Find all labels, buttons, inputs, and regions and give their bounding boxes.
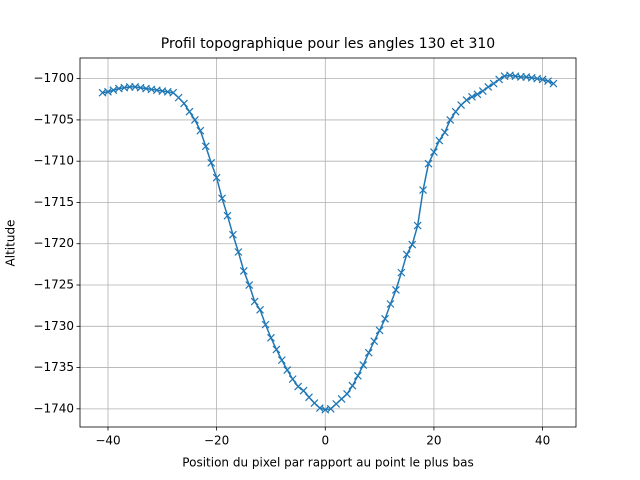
marker (234, 248, 243, 256)
marker (223, 211, 232, 220)
marker (473, 90, 482, 99)
x-tick-label: −20 (204, 434, 229, 448)
marker (484, 82, 493, 91)
y-tick-label: −1730 (33, 319, 74, 333)
x-tick-label: 40 (535, 434, 550, 448)
marker (267, 333, 275, 342)
marker (348, 381, 357, 390)
marker (430, 148, 438, 157)
marker (375, 326, 384, 335)
marker (408, 240, 417, 249)
marker (185, 107, 194, 116)
marker (381, 314, 389, 323)
line (102, 74, 554, 411)
y-axis-label: Altitude (4, 220, 18, 267)
marker (359, 361, 368, 370)
marker (261, 320, 270, 329)
marker (397, 268, 406, 277)
marker (218, 194, 226, 203)
marker (239, 267, 248, 275)
y-tick-label: −1710 (33, 154, 74, 168)
marker (386, 300, 395, 308)
marker (201, 142, 210, 151)
x-tick-label: −40 (95, 434, 120, 448)
marker (250, 297, 259, 306)
marker (391, 286, 400, 294)
marker (549, 79, 558, 88)
marker (283, 366, 292, 374)
marker (212, 173, 221, 182)
marker (538, 75, 547, 84)
x-tick-label: 20 (426, 434, 441, 448)
marker (272, 345, 281, 354)
y-tick-label: −1720 (33, 236, 74, 250)
marker (207, 158, 216, 167)
x-axis-label: Position du pixel par rapport au point l… (182, 456, 473, 470)
y-tick-label: −1715 (33, 195, 74, 209)
grid (80, 58, 576, 427)
marker (288, 375, 297, 384)
y-tick-label: −1725 (33, 278, 74, 292)
marker (440, 128, 449, 137)
marker (451, 107, 460, 116)
marker (196, 126, 205, 135)
marker (489, 79, 498, 88)
marker (468, 92, 476, 101)
marker (495, 75, 504, 84)
y-tick-label: −1735 (33, 360, 74, 374)
marker (364, 348, 373, 357)
marker (190, 115, 199, 124)
marker (446, 115, 455, 124)
y-tick-label: −1740 (33, 401, 74, 415)
marker (343, 390, 351, 398)
marker (413, 221, 422, 230)
marker (256, 305, 265, 314)
axes-frame (79, 57, 577, 428)
marker (424, 159, 433, 168)
y-tick-label: −1705 (33, 112, 74, 126)
marker (277, 356, 286, 365)
chart-title: Profil topographique pour les angles 130… (161, 36, 495, 52)
y-tick-label: −1700 (33, 71, 74, 85)
marker (478, 87, 487, 95)
marker (294, 382, 303, 391)
marker (462, 96, 471, 105)
marker (315, 404, 324, 412)
marker (299, 386, 308, 395)
marker (229, 230, 237, 239)
marker (104, 87, 112, 96)
marker (353, 371, 362, 380)
marker (245, 281, 254, 289)
marker (419, 186, 427, 195)
marker (544, 77, 552, 86)
marker (370, 337, 379, 346)
marker (435, 136, 444, 145)
x-tick-label: 0 (321, 434, 329, 448)
marker (180, 99, 188, 108)
marker (109, 86, 118, 95)
marker (402, 250, 411, 259)
